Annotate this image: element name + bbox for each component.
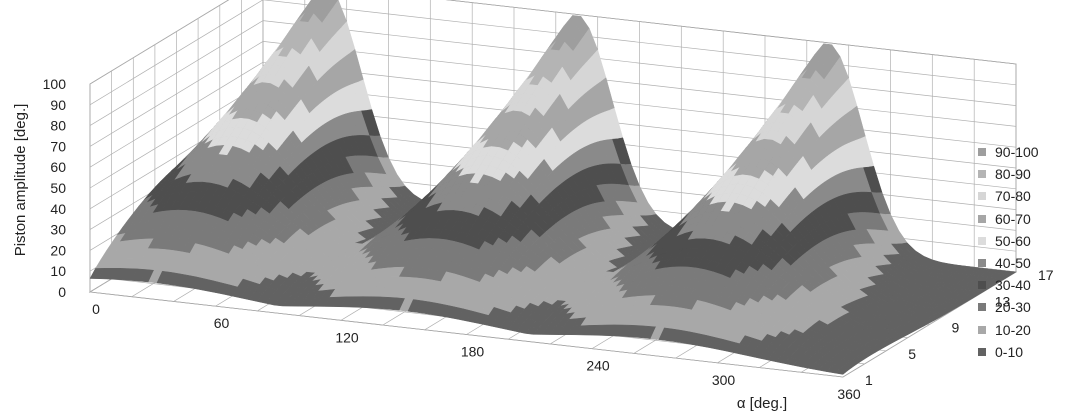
legend-label: 90-100 <box>995 144 1039 161</box>
x-tick-label: 180 <box>461 344 485 360</box>
legend-item: 80-90 <box>978 163 1074 185</box>
legend-item: 90-100 <box>978 141 1074 163</box>
legend-label: 30-40 <box>995 277 1031 294</box>
legend-label: 40-50 <box>995 255 1031 272</box>
grid-line-z <box>89 0 1017 85</box>
z-tick-label: 60 <box>50 159 66 175</box>
legend-item: 40-50 <box>978 252 1074 274</box>
x-tick-label: 300 <box>712 372 736 388</box>
z-tick-label: 20 <box>50 242 66 258</box>
legend-swatch <box>978 281 986 290</box>
legend: 90-100 80-90 70-80 60-70 50-60 40-50 30-40 20-3… <box>978 141 1074 363</box>
surface-plot <box>89 0 1017 375</box>
y-tick-label: 17 <box>1038 267 1054 283</box>
legend-label: 50-60 <box>995 232 1031 249</box>
z-tick-label: 40 <box>50 201 66 217</box>
legend-item: 10-20 <box>978 319 1074 341</box>
tick-labels: 0 10 20 30 40 50 60 70 80 90 100 0 60 120 180 240 300 360… <box>43 76 1054 402</box>
legend-item: 50-60 <box>978 230 1074 252</box>
legend-label: 20-30 <box>995 299 1031 316</box>
z-tick-label: 70 <box>50 138 66 154</box>
legend-swatch <box>978 303 986 312</box>
legend-label: 70-80 <box>995 188 1031 205</box>
z-tick-label: 100 <box>43 76 67 92</box>
legend-item: 30-40 <box>978 274 1074 296</box>
z-axis-title: Piston amplitude [deg.] <box>12 104 29 257</box>
legend-label: 60-70 <box>995 210 1031 227</box>
y-tick-label: 5 <box>908 346 916 362</box>
y-tick-label: 13 <box>995 293 1011 309</box>
x-tick-label: 240 <box>586 358 610 374</box>
z-tick-label: 50 <box>50 180 66 196</box>
legend-swatch <box>978 192 986 201</box>
z-tick-label: 10 <box>50 263 66 279</box>
z-tick-label: 30 <box>50 222 66 238</box>
z-tick-label: 90 <box>50 97 66 113</box>
x-tick-label: 120 <box>335 329 359 345</box>
legend-item: 20-30 <box>978 296 1074 318</box>
legend-item: 0-10 <box>978 341 1074 363</box>
legend-swatch <box>978 236 986 245</box>
x-tick-label: 0 <box>92 301 100 317</box>
legend-label: 80-90 <box>995 166 1031 183</box>
y-tick-label: 9 <box>952 320 960 336</box>
surface-patch <box>834 368 849 375</box>
legend-label: 10-20 <box>995 321 1031 338</box>
x-tick-label: 360 <box>837 386 861 402</box>
legend-item: 60-70 <box>978 208 1074 230</box>
z-tick-label: 80 <box>50 118 66 134</box>
legend-swatch <box>978 148 986 157</box>
legend-item: 70-80 <box>978 185 1074 207</box>
x-tick-label: 60 <box>214 315 230 331</box>
legend-swatch <box>978 259 986 268</box>
x-axis-title: α [deg.] <box>737 395 787 412</box>
legend-swatch <box>978 347 986 356</box>
grid-line-floor <box>89 291 844 378</box>
legend-label: 0-10 <box>995 343 1024 360</box>
legend-swatch <box>978 170 986 179</box>
z-tick-label: 0 <box>58 284 66 300</box>
y-tick-label: 1 <box>865 372 873 388</box>
legend-swatch <box>978 214 986 223</box>
legend-swatch <box>978 325 986 334</box>
